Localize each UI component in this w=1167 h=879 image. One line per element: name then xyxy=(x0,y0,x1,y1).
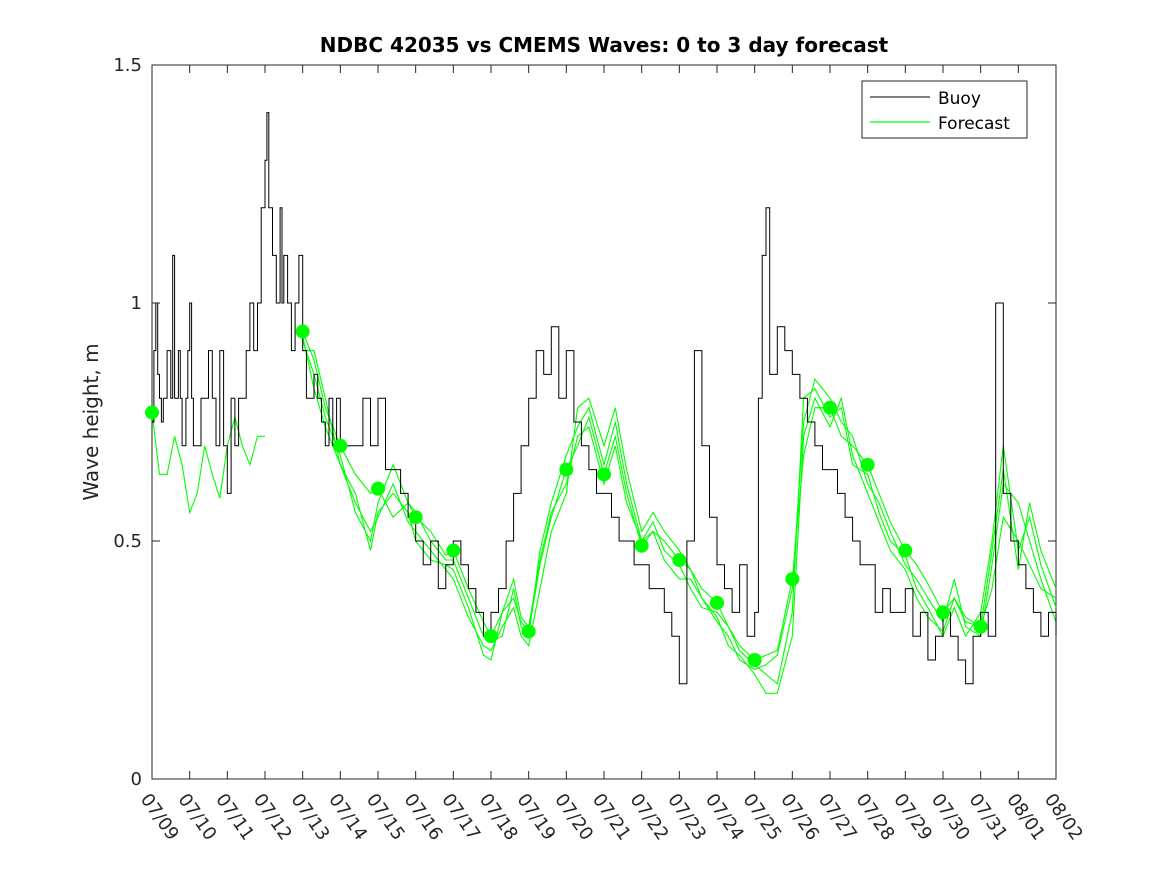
plot-area xyxy=(151,64,1057,780)
forecast-marker xyxy=(747,653,762,667)
chart-title: NDBC 42035 vs CMEMS Waves: 0 to 3 day fo… xyxy=(320,33,889,57)
forecast-marker xyxy=(333,438,348,453)
forecast-line-4 xyxy=(302,340,1057,685)
forecast-line-3 xyxy=(302,350,1057,671)
forecast-line-1 xyxy=(151,412,265,515)
y-tick-label: 1.5 xyxy=(113,55,142,76)
forecast-marker xyxy=(145,405,159,420)
forecast-line-2 xyxy=(302,331,1057,661)
forecast-marker xyxy=(898,543,913,558)
series-layer xyxy=(145,112,1057,694)
forecast-line-5 xyxy=(302,336,1057,694)
forecast-marker xyxy=(371,481,385,496)
y-tick-label: 0 xyxy=(131,769,142,790)
forecast-marker xyxy=(936,605,950,620)
forecast-marker xyxy=(785,572,800,587)
forecast-marker xyxy=(710,595,724,610)
forecast-marker xyxy=(823,400,837,415)
buoy-line xyxy=(152,112,1057,685)
forecast-marker xyxy=(973,619,988,634)
y-axis-label: Wave height, m xyxy=(79,343,103,500)
forecast-marker xyxy=(446,543,461,558)
legend-label-forecast: Forecast xyxy=(938,114,1010,134)
forecast-marker xyxy=(295,324,310,339)
legend: Buoy Forecast xyxy=(861,80,1028,139)
forecast-marker xyxy=(634,538,649,553)
forecast-marker xyxy=(484,629,498,644)
legend-box xyxy=(861,80,1028,139)
forecast-marker xyxy=(672,553,687,568)
forecast-marker xyxy=(408,510,423,525)
y-tick-label: 1 xyxy=(131,293,142,314)
forecast-marker xyxy=(860,457,875,472)
y-tick-label: 0.5 xyxy=(113,531,142,552)
forecast-marker xyxy=(597,467,611,482)
legend-label-buoy: Buoy xyxy=(938,89,981,109)
forecast-marker xyxy=(559,462,574,477)
forecast-marker xyxy=(521,624,536,639)
